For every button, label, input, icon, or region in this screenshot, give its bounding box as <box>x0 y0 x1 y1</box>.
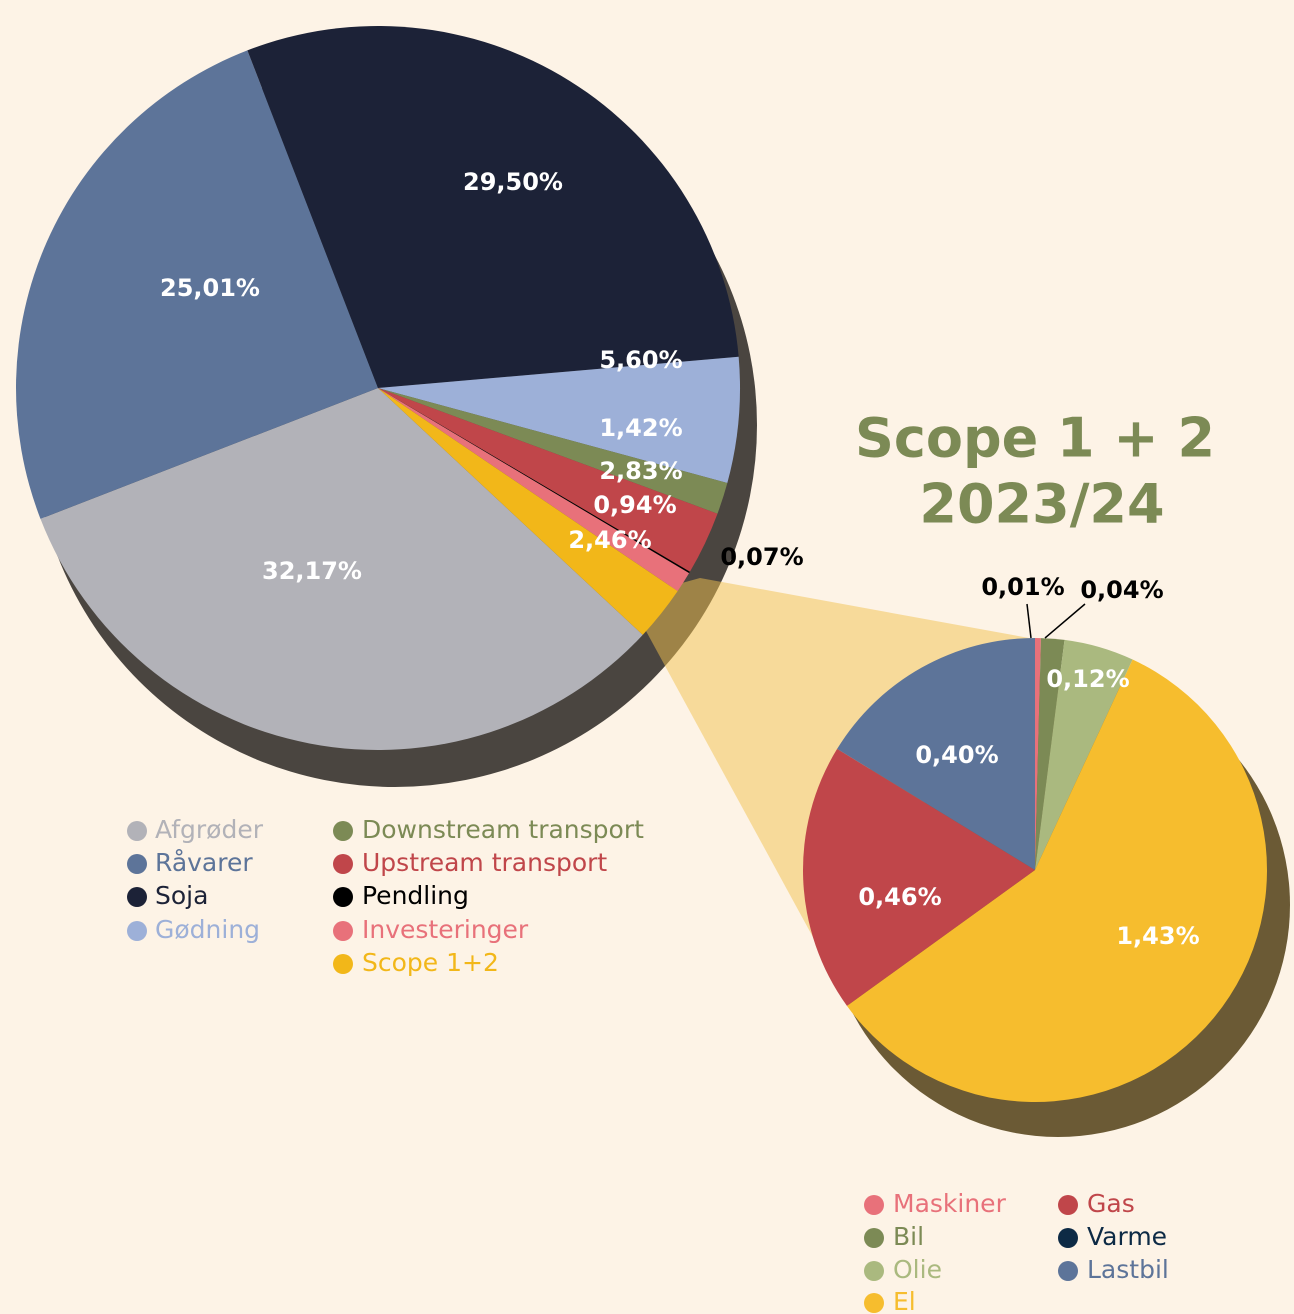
legend-label: Gas <box>1087 1189 1135 1218</box>
legend-swatch <box>333 821 353 841</box>
data-label: 0,12% <box>1046 665 1129 693</box>
chart-subtitle: 2023/24 <box>919 473 1164 536</box>
data-label: 0,46% <box>858 883 941 911</box>
legend-swatch <box>333 954 353 974</box>
pie-slice <box>247 25 739 388</box>
pie-slice <box>846 659 1267 1102</box>
data-label: 0,01% <box>981 573 1064 601</box>
legend-label: Scope 1+2 <box>362 948 499 977</box>
data-label: 2,83% <box>599 457 682 485</box>
legend-label: Bil <box>893 1222 924 1251</box>
pie-slice <box>378 356 740 483</box>
legend-swatch <box>127 854 147 874</box>
legend-label: Pendling <box>362 881 469 910</box>
legend-label: Investeringer <box>362 915 529 944</box>
data-label: 1,43% <box>1116 922 1199 950</box>
legend-label: Råvarer <box>155 848 253 877</box>
pie-slice <box>1035 639 1133 870</box>
leader-line <box>1044 603 1086 639</box>
pie-slice <box>803 748 1035 1006</box>
leader-line <box>1026 603 1032 639</box>
legend-label: El <box>893 1287 916 1314</box>
pie-slice <box>378 388 718 572</box>
legend-swatch <box>127 821 147 841</box>
legend-swatch <box>864 1293 884 1313</box>
data-label: 0,40% <box>915 741 998 769</box>
legend-label: Varme <box>1087 1222 1167 1251</box>
legend-swatch <box>127 921 147 941</box>
pie-slice <box>378 388 690 592</box>
legend-swatch <box>864 1195 884 1215</box>
pie-slice <box>1035 638 1065 870</box>
pie-slice <box>1035 638 1041 870</box>
chart-title: Scope 1 + 2 <box>855 407 1215 470</box>
pie-slice <box>15 50 378 519</box>
legend-label: Upstream transport <box>362 848 607 877</box>
pie-slice <box>837 638 1035 870</box>
legend-swatch <box>1058 1261 1078 1281</box>
pie-slice <box>40 388 643 751</box>
legend-label: Maskiner <box>893 1189 1007 1218</box>
legend-swatch <box>333 887 353 907</box>
data-label: 5,60% <box>599 346 682 374</box>
data-label: 32,17% <box>262 557 362 585</box>
data-label: 29,50% <box>463 168 563 196</box>
pie-slice <box>378 388 678 635</box>
pie-slice <box>378 388 728 514</box>
legend-label: Afgrøder <box>155 815 264 844</box>
legend-label: Gødning <box>155 915 260 944</box>
data-label: 0,07% <box>720 543 803 571</box>
data-label: 0,04% <box>1080 576 1163 604</box>
legend-swatch <box>864 1228 884 1248</box>
legend-swatch <box>333 854 353 874</box>
data-label: 0,94% <box>593 491 676 519</box>
legend-swatch <box>864 1261 884 1281</box>
legend-label: Lastbil <box>1087 1255 1169 1284</box>
data-label: 2,46% <box>568 526 651 554</box>
data-label: 25,01% <box>160 274 260 302</box>
legend-swatch <box>333 921 353 941</box>
legend-swatch <box>127 887 147 907</box>
data-label: 1,42% <box>599 414 682 442</box>
legend-label: Olie <box>893 1255 942 1284</box>
legend-swatch <box>1058 1228 1078 1248</box>
pie-slice <box>378 388 690 574</box>
legend-label: Soja <box>155 881 208 910</box>
legend-swatch <box>1058 1195 1078 1215</box>
legend-label: Downstream transport <box>362 815 644 844</box>
